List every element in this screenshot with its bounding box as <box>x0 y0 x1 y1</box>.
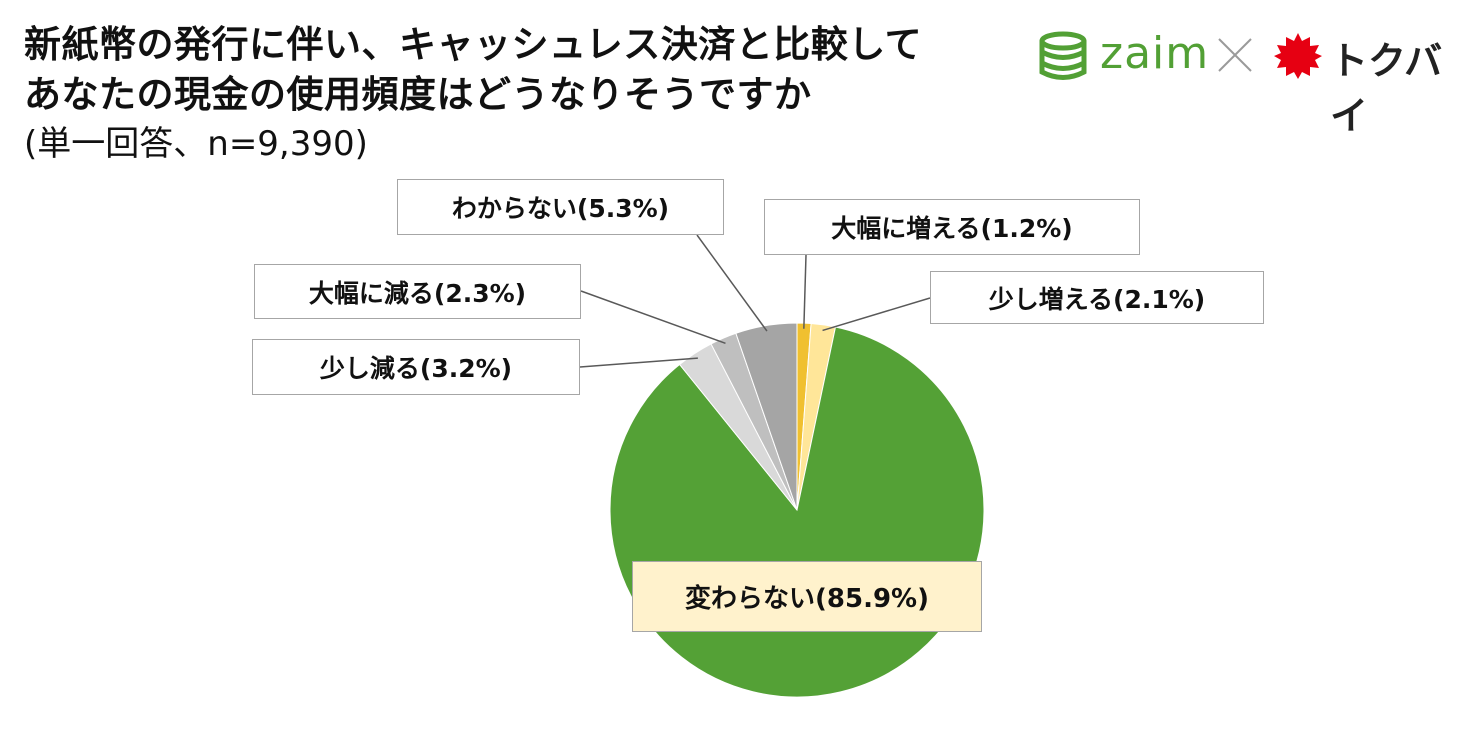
slice-label-6: わからない(5.3%) <box>397 179 724 235</box>
leader-lines <box>579 234 931 368</box>
leader-line-2 <box>822 297 931 332</box>
slice-label-4: 少し減る(3.2%) <box>252 339 580 395</box>
title-line-2: あなたの現金の使用頻度はどうなりそうですか <box>24 73 812 116</box>
leader-line-6 <box>696 234 768 332</box>
coin-stack-icon <box>1039 31 1087 80</box>
leader-line-5 <box>580 290 726 345</box>
slice-label-3: 変わらない(85.9%) <box>632 561 982 632</box>
tokubai-sun-icon <box>1274 33 1322 79</box>
slice-label-2: 少し増える(2.1%) <box>930 271 1264 324</box>
chart-title: 新紙幣の発行に伴い、キャッシュレス決済と比較して あなたの現金の使用頻度はどうな… <box>24 20 922 120</box>
brand-logos: zaim トクバイ <box>1028 22 1448 138</box>
cross-icon <box>1218 38 1252 72</box>
pie-slices <box>609 322 985 698</box>
tokubai-logo-text: トクバイ <box>1330 39 1443 138</box>
pie-slice-6 <box>735 322 798 511</box>
slice-label-5: 大幅に減る(2.3%) <box>254 264 581 319</box>
leader-line-4 <box>579 357 698 368</box>
leader-line-1 <box>803 254 807 329</box>
title-line-1: 新紙幣の発行に伴い、キャッシュレス決済と比較して <box>24 23 923 66</box>
zaim-logo-text: zaim <box>1100 28 1210 79</box>
chart-subtitle: (単一回答、n=9,390) <box>24 124 368 164</box>
slice-label-1: 大幅に増える(1.2%) <box>764 199 1140 255</box>
